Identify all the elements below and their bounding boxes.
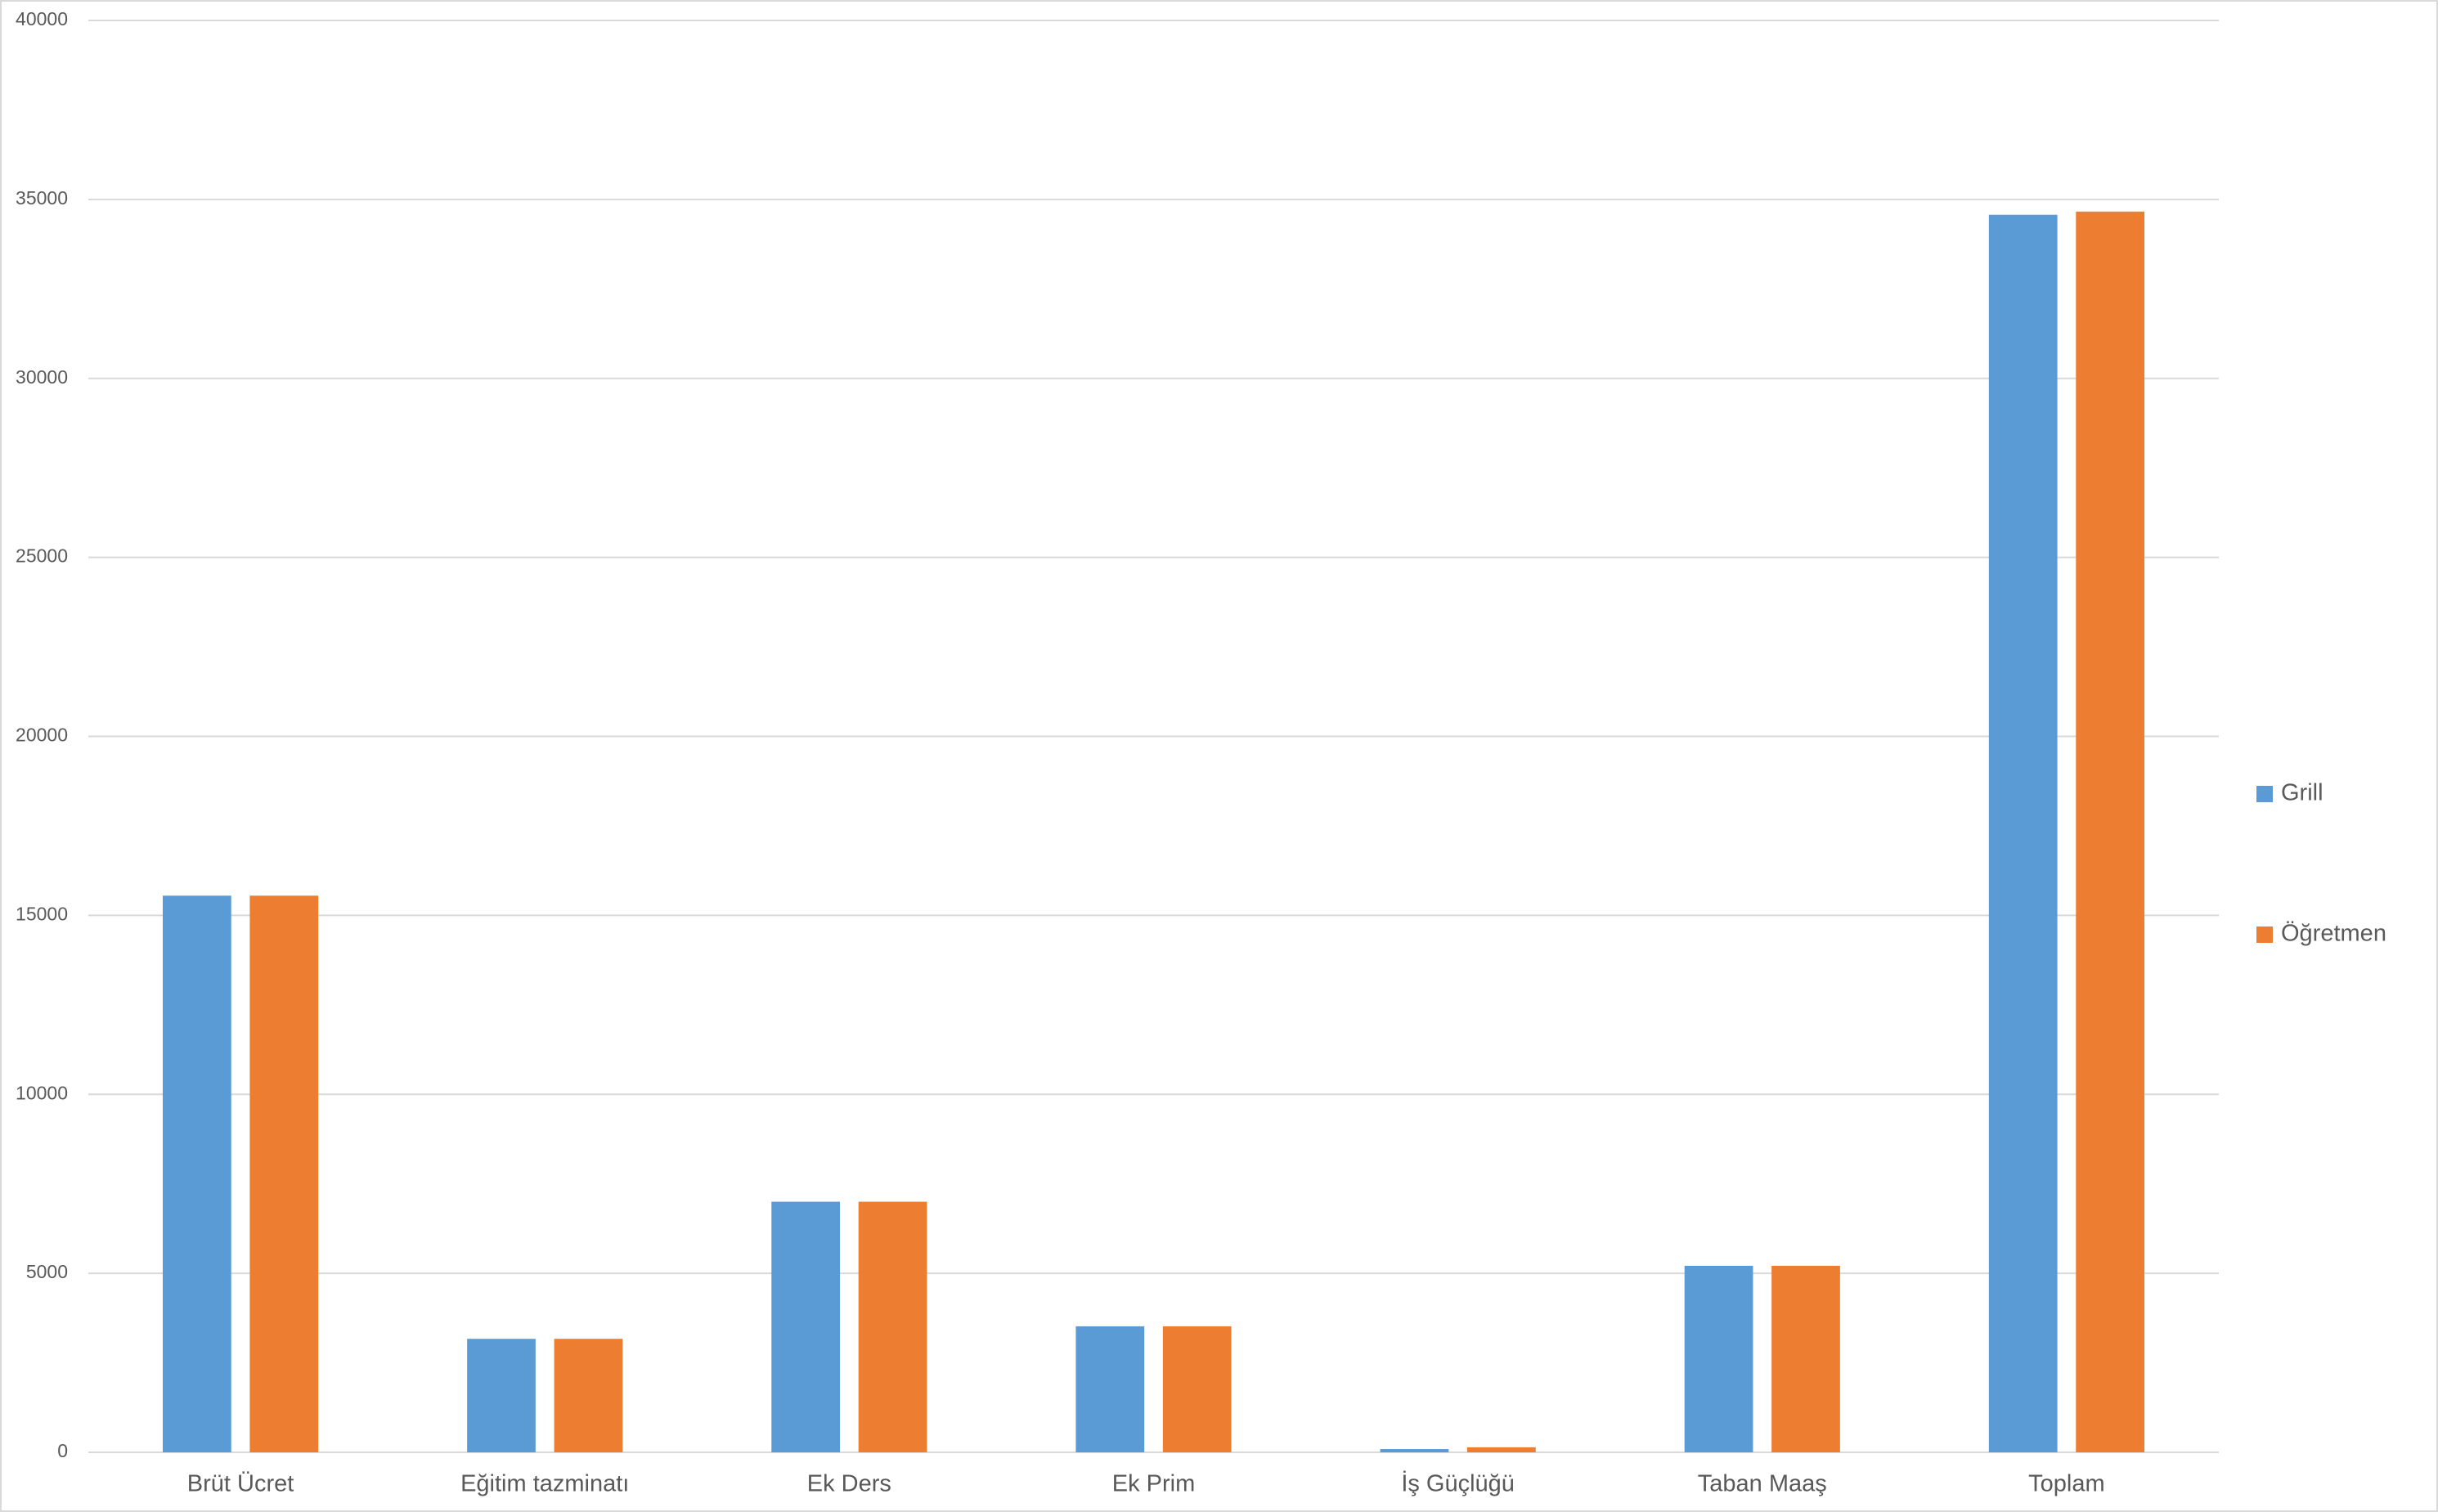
bar <box>771 1201 841 1452</box>
y-tick-label: 5000 <box>26 1261 68 1282</box>
y-tick-label: 25000 <box>16 545 68 567</box>
y-tick-label: 20000 <box>16 725 68 746</box>
y-tick-label: 40000 <box>16 8 68 29</box>
bar <box>162 895 231 1452</box>
x-tick-label: Brüt Ücret <box>187 1471 294 1497</box>
legend-label: Grill <box>2281 780 2324 806</box>
y-tick-label: 0 <box>57 1440 68 1461</box>
bar <box>1988 214 2058 1452</box>
bar <box>467 1339 536 1452</box>
y-tick-label: 30000 <box>16 366 68 388</box>
legend-label: Öğretmen <box>2281 921 2386 947</box>
x-tick-label: Toplam <box>2028 1471 2105 1497</box>
bar <box>249 895 319 1452</box>
x-tick-label: Ek Ders <box>807 1471 891 1497</box>
y-tick-label: 10000 <box>16 1082 68 1103</box>
bar <box>1162 1326 1232 1452</box>
bar <box>1684 1265 1753 1452</box>
bar <box>1380 1449 1449 1452</box>
legend-swatch <box>2256 786 2273 802</box>
bar <box>858 1201 927 1452</box>
bar <box>1466 1447 1536 1452</box>
bar <box>2076 211 2145 1452</box>
x-tick-label: İş Güçlüğü <box>1401 1470 1515 1497</box>
legend-swatch <box>2256 926 2273 943</box>
bar <box>1075 1326 1145 1452</box>
x-tick-label: Taban Maaş <box>1698 1471 1827 1497</box>
bar <box>1771 1265 1840 1452</box>
y-tick-label: 35000 <box>16 187 68 209</box>
x-tick-label: Ek Prim <box>1112 1471 1196 1497</box>
bar <box>554 1339 623 1452</box>
y-tick-label: 15000 <box>16 903 68 924</box>
x-tick-label: Eğitim tazminatı <box>460 1471 629 1497</box>
